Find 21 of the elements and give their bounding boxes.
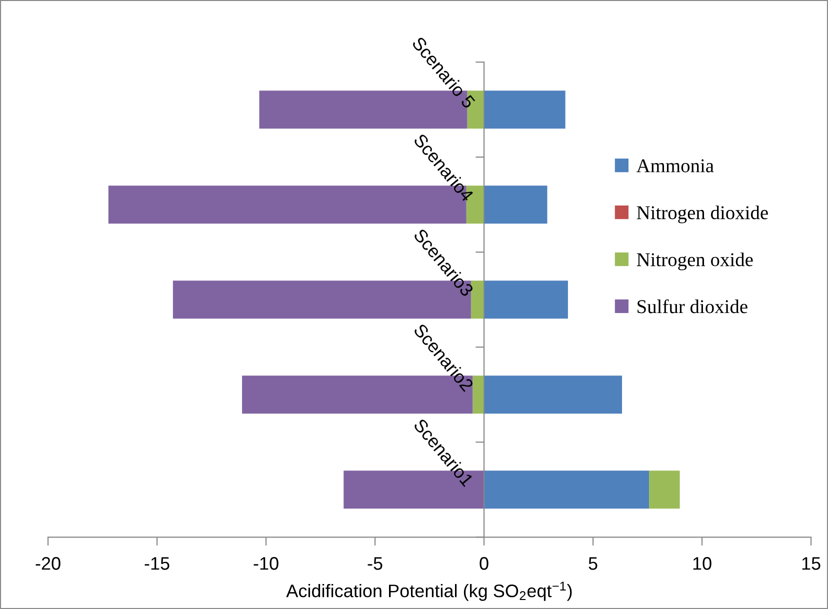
- x-tick-label: -5: [368, 557, 382, 570]
- bar: [484, 280, 568, 319]
- x-tick-label: 0: [480, 557, 488, 570]
- legend-label: Sulfur dioxide: [638, 299, 748, 314]
- x-axis-title: Acidification Potential (kg SO$_{2}$eqt$^{−1}$): [286, 582, 572, 601]
- x-tick-label: -20: [36, 557, 60, 570]
- bar: [484, 90, 566, 129]
- bar: [472, 376, 484, 414]
- x-tick-label: 15: [802, 557, 820, 570]
- legend-label: Nitrogen oxide: [636, 252, 753, 270]
- legend-label: Nitrogen dioxide: [636, 206, 768, 224]
- bar: [484, 470, 650, 509]
- x-tick-label: 10: [693, 557, 712, 570]
- x-tick-label: 5: [588, 557, 598, 570]
- x-tick-label: -10: [254, 557, 278, 570]
- x-tick-label: -15: [144, 557, 170, 570]
- legend-label: Ammonia: [636, 159, 714, 172]
- bar: [470, 280, 484, 319]
- bar: [484, 186, 548, 224]
- bar: [484, 376, 622, 414]
- bar: [649, 470, 680, 509]
